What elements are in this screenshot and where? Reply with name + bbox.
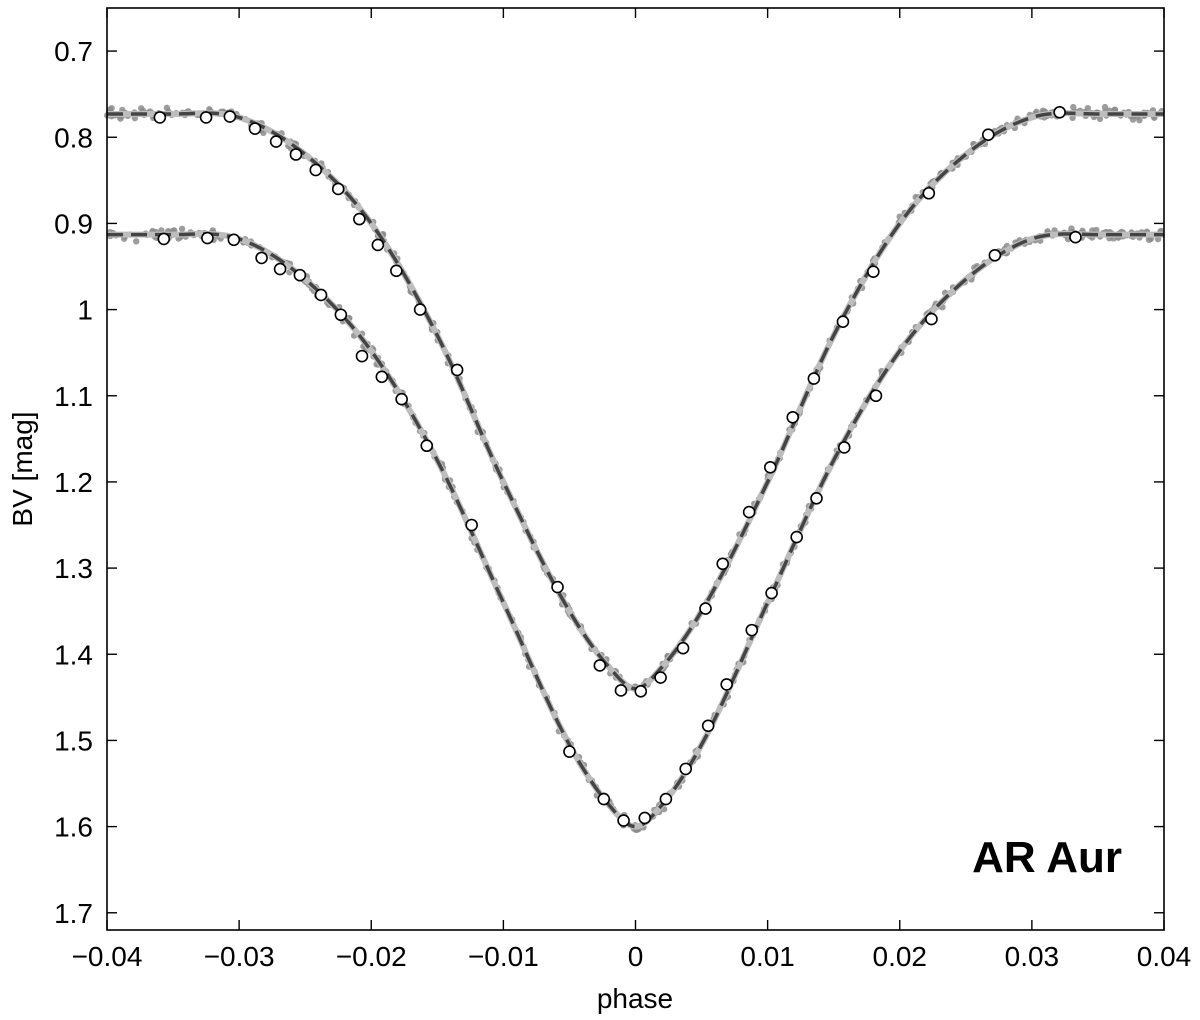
star-name-annotation: AR Aur — [972, 833, 1122, 882]
raw-point — [1070, 103, 1077, 111]
x-tick-label: 0.03 — [1005, 941, 1060, 972]
normal-point-B — [334, 308, 348, 322]
normal-point-V — [223, 110, 237, 123]
normal-point-V — [742, 505, 756, 519]
x-tick-label: −0.01 — [468, 941, 539, 972]
normal-point-V — [593, 659, 607, 672]
normal-point-V — [331, 182, 345, 196]
normal-point-B — [420, 439, 434, 453]
raw-point — [1084, 104, 1092, 112]
normal-point-B — [745, 623, 759, 637]
raw-point — [1101, 103, 1109, 111]
normal-point-B — [395, 392, 408, 406]
normal-point-V — [248, 122, 262, 135]
y-tick-label: 1.5 — [54, 725, 93, 756]
raw-point — [1096, 115, 1104, 123]
normal-point-B — [355, 349, 369, 363]
normal-point-V — [353, 212, 366, 226]
normal-point-V — [922, 186, 936, 200]
model-curve-dashed-B — [107, 232, 1164, 829]
x-tick-label: −0.04 — [72, 941, 143, 972]
normal-point-B — [701, 719, 715, 733]
normal-point-V — [413, 303, 427, 316]
normal-point-V — [153, 111, 167, 124]
normal-point-V — [199, 111, 213, 124]
normal-point-V — [634, 685, 648, 698]
x-tick-label: 0 — [628, 941, 644, 972]
normal-point-V — [867, 265, 880, 278]
normal-point-B — [375, 370, 389, 384]
x-tick-label: 0.02 — [873, 941, 928, 972]
normal-point-B — [638, 811, 652, 825]
y-tick-label: 1.4 — [54, 639, 93, 670]
normal-point-V — [371, 238, 385, 252]
normal-point-V — [716, 557, 730, 571]
y-tick-label: 1.1 — [54, 381, 93, 412]
normal-point-B — [314, 288, 328, 302]
normal-point-V — [699, 602, 712, 615]
y-tick-label: 1.3 — [54, 553, 93, 584]
normal-point-B — [810, 491, 823, 505]
normal-point-V — [1053, 105, 1066, 119]
normal-point-B — [988, 249, 1002, 262]
normal-point-B — [465, 518, 478, 532]
y-tick-label: 1.7 — [54, 898, 93, 929]
normal-point-V — [676, 641, 690, 655]
normal-point-B — [720, 678, 733, 691]
normal-point-B — [925, 312, 938, 326]
normal-point-V — [654, 671, 667, 684]
plot-background — [107, 8, 1164, 930]
normal-point-B — [255, 251, 268, 265]
y-axis-ticks: 0.7 0.8 0.9 1 1.1 1.2 1.3 1.4 1.5 1.6 1.7 — [54, 36, 1164, 929]
x-axis-ticks: −0.04 −0.03 −0.02 −0.01 0 0.01 0.02 0.03 0.04 — [72, 8, 1192, 972]
x-tick-label: −0.03 — [204, 941, 275, 972]
y-tick-label: 1.6 — [54, 812, 93, 843]
raw-point — [133, 238, 140, 245]
raw-point — [108, 105, 115, 112]
y-tick-label: 1.2 — [54, 467, 93, 498]
normal-point-B — [563, 745, 576, 758]
raw-point — [137, 105, 145, 112]
normal-point-V — [450, 363, 464, 377]
raw-point — [178, 225, 186, 233]
normal-point-V — [786, 410, 800, 424]
x-tick-label: −0.02 — [336, 941, 407, 972]
y-tick-label: 1 — [77, 295, 93, 326]
y-tick-label: 0.9 — [54, 208, 93, 239]
normal-point-B — [293, 268, 307, 282]
normal-point-B — [659, 792, 673, 806]
x-axis-label: phase — [597, 983, 673, 1014]
normal-point-B — [790, 530, 803, 544]
normal-point-V — [309, 163, 323, 177]
normal-point-B — [157, 232, 171, 246]
normal-point-B — [597, 792, 611, 806]
normal-point-B — [679, 762, 693, 776]
normal-point-V — [551, 580, 564, 594]
normal-point-V — [981, 128, 995, 141]
x-tick-label: 0.01 — [740, 941, 795, 972]
normal-point-B — [765, 586, 778, 600]
normal-point-B — [201, 231, 214, 245]
normal-point-V — [614, 684, 628, 697]
y-tick-label: 0.7 — [54, 36, 93, 67]
x-tick-label: 0.04 — [1137, 941, 1192, 972]
normal-point-V — [836, 315, 850, 328]
normal-point-V — [289, 148, 303, 161]
normal-point-B — [273, 262, 287, 276]
y-axis-label: BV [mag] — [7, 411, 38, 526]
normal-point-B — [837, 441, 851, 454]
normal-point-B — [869, 389, 883, 403]
normal-point-B — [1069, 230, 1082, 244]
normal-point-V — [390, 264, 403, 278]
normal-point-B — [617, 814, 630, 827]
normal-point-V — [763, 460, 777, 474]
normal-point-B — [227, 233, 241, 247]
normal-point-V — [807, 372, 821, 385]
normal-point-V — [269, 135, 283, 148]
normal-points — [153, 105, 1082, 827]
y-tick-label: 0.8 — [54, 122, 93, 153]
